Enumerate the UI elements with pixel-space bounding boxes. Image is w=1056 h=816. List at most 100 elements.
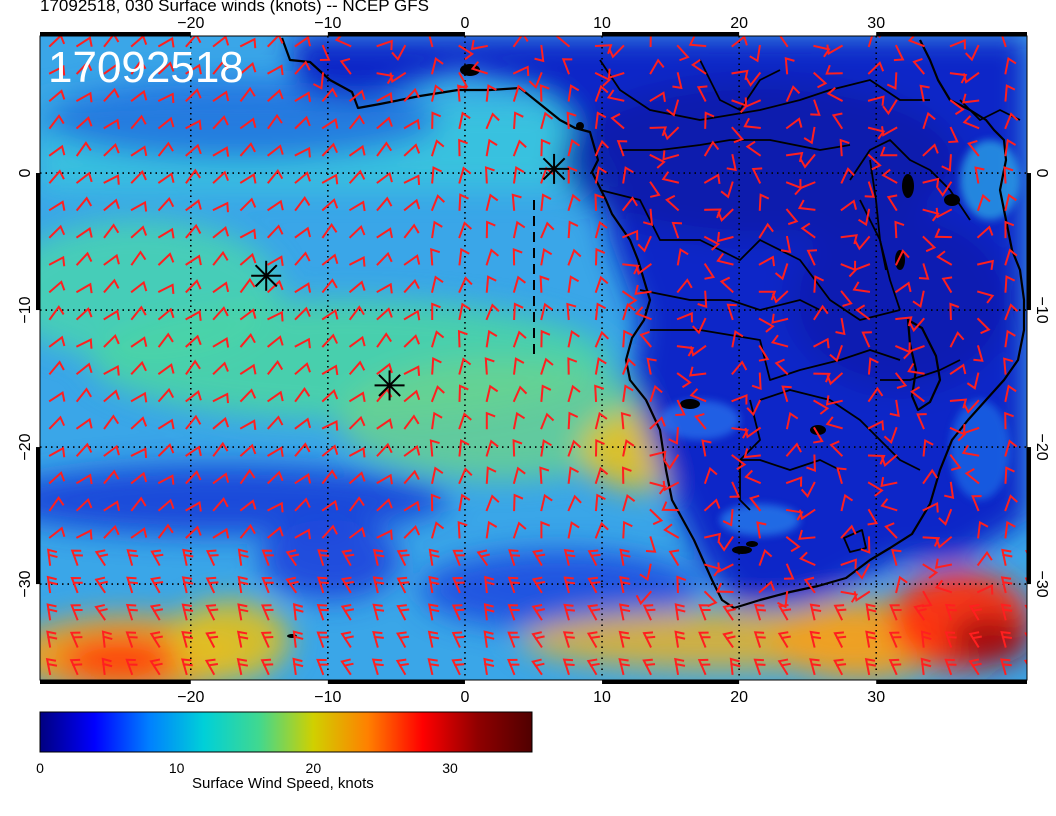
wind-barb xyxy=(606,89,625,102)
wind-barb xyxy=(103,469,120,485)
wind-barb xyxy=(348,360,366,376)
wind-barb xyxy=(130,59,147,75)
wind-barb xyxy=(185,390,202,403)
wind-barb xyxy=(185,359,201,375)
wind-barb xyxy=(779,36,789,48)
lon-tick-label-bottom: 0 xyxy=(461,689,470,706)
frame-bar xyxy=(36,173,40,311)
wind-barb xyxy=(719,276,734,294)
wind-barb xyxy=(756,521,767,539)
wind-barb xyxy=(476,549,491,567)
wind-barb xyxy=(649,153,666,169)
wind-barb xyxy=(882,99,898,116)
wind-barb xyxy=(540,329,551,348)
wind-barb xyxy=(949,331,965,348)
wind-barb xyxy=(48,280,66,294)
wind-barb xyxy=(212,250,229,266)
wind-barb xyxy=(48,255,66,267)
wind-barb xyxy=(813,372,831,383)
wind-barb xyxy=(348,391,366,403)
wind-barb xyxy=(321,173,339,185)
wind-barb xyxy=(458,166,472,184)
wind-barb xyxy=(665,99,680,117)
wind-barb xyxy=(745,71,762,87)
wind-barb xyxy=(688,36,707,48)
wind-barb xyxy=(485,303,500,321)
wind-barb xyxy=(130,145,148,157)
wind-barb xyxy=(292,630,304,648)
wind-barb xyxy=(348,496,365,512)
wind-barb xyxy=(239,61,257,75)
wind-barb xyxy=(855,304,871,321)
wind-barb xyxy=(513,302,524,321)
wind-barb xyxy=(703,173,721,185)
wind-barb xyxy=(780,235,792,254)
wind-barb xyxy=(1033,413,1042,428)
wind-barb xyxy=(236,657,249,676)
wind-barb xyxy=(149,631,163,648)
wind-barb xyxy=(267,310,284,322)
wind-barb xyxy=(266,279,284,294)
frame-bar xyxy=(876,680,1027,684)
wind-barb xyxy=(663,523,680,539)
wind-barb xyxy=(1004,439,1018,457)
wind-barb xyxy=(949,302,960,321)
wind-barb xyxy=(341,549,355,567)
wind-barb xyxy=(645,536,657,553)
wind-barb xyxy=(840,558,857,569)
wind-barb xyxy=(594,71,612,87)
wind-barb xyxy=(948,126,959,144)
wind-barb xyxy=(294,226,312,239)
wind-barb xyxy=(973,345,984,362)
wind-barb xyxy=(642,604,656,621)
wind-barb xyxy=(976,584,994,595)
wind-barb xyxy=(934,579,953,594)
wind-barb xyxy=(881,168,898,184)
wind-barb xyxy=(586,658,600,676)
wind-barb xyxy=(319,44,331,62)
wind-barb xyxy=(294,442,311,457)
wind-barb xyxy=(943,481,955,500)
wind-barb xyxy=(774,263,789,281)
wind-barb xyxy=(403,414,420,430)
wind-barb xyxy=(239,172,257,184)
wind-barb xyxy=(621,229,639,241)
wind-barb xyxy=(697,658,711,676)
wind-barb xyxy=(731,69,749,80)
wind-barb xyxy=(458,138,468,157)
wind-barb xyxy=(1033,222,1043,237)
wind-barb xyxy=(94,549,109,567)
wind-barb xyxy=(48,305,65,321)
wind-barb xyxy=(974,166,985,184)
wind-barb xyxy=(212,497,229,512)
wind-barb xyxy=(587,604,601,621)
wind-barb xyxy=(621,196,638,212)
wind-barb xyxy=(348,169,366,184)
wind-barb xyxy=(130,225,148,239)
wind-barb xyxy=(430,247,441,266)
wind-barb xyxy=(321,198,339,212)
wind-barb xyxy=(567,384,581,403)
wind-barb xyxy=(941,154,952,172)
wind-barb xyxy=(610,113,625,130)
wind-barb xyxy=(661,501,679,512)
frame-bar xyxy=(602,32,740,36)
wind-barb xyxy=(1033,332,1044,346)
lat-tick-label-right: −30 xyxy=(1033,571,1050,598)
wind-barb xyxy=(916,413,927,430)
wind-barb xyxy=(150,549,164,567)
wind-barb xyxy=(458,44,474,61)
wind-barb xyxy=(389,71,407,84)
wind-barb xyxy=(676,44,690,62)
wind-barb xyxy=(340,658,354,676)
wind-barb xyxy=(594,193,605,211)
wind-barb xyxy=(261,576,274,594)
wind-barb xyxy=(567,84,580,102)
frame-bar xyxy=(1027,447,1031,585)
wind-barb xyxy=(567,275,580,293)
wind-barb xyxy=(239,37,257,49)
wind-barb xyxy=(512,220,526,239)
wind-barb xyxy=(949,363,967,375)
wind-barb xyxy=(908,317,926,333)
lat-tick-label-left: −10 xyxy=(17,296,34,323)
